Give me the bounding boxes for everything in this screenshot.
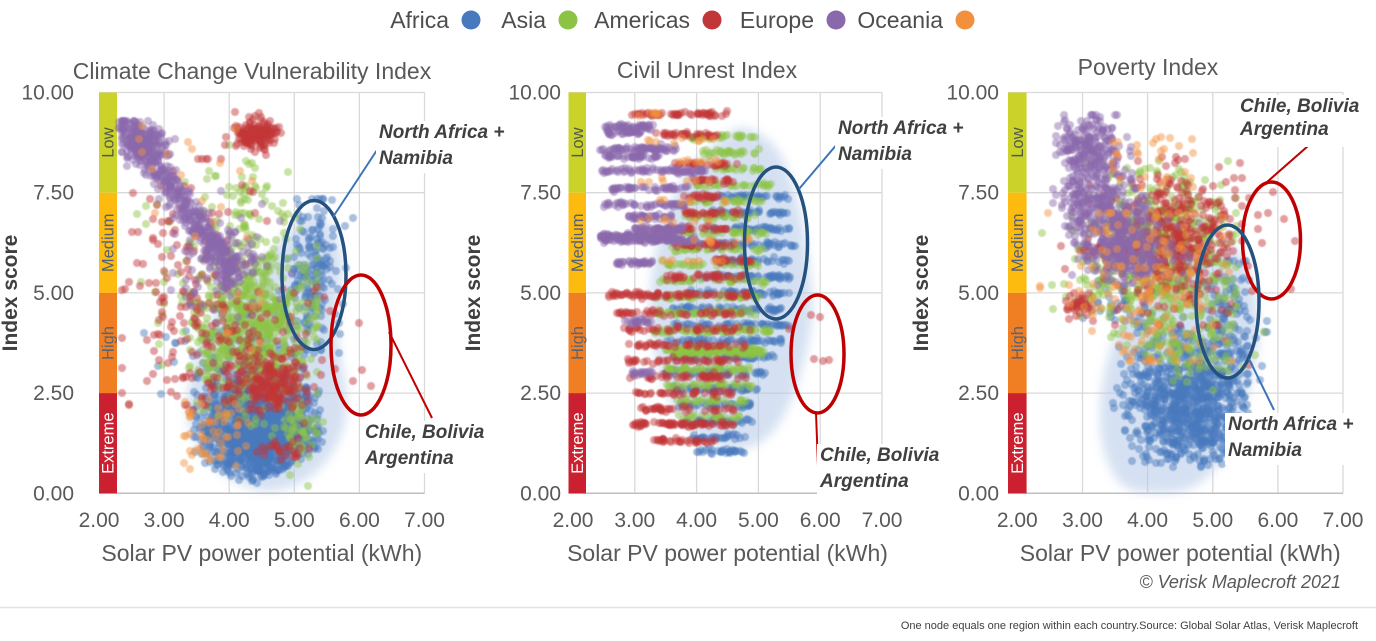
svg-text:Oceania: Oceania — [857, 7, 943, 33]
svg-text:Americas: Americas — [594, 7, 690, 33]
svg-text:Medium: Medium — [1009, 213, 1027, 272]
svg-text:High: High — [1009, 326, 1027, 360]
svg-text:Europe: Europe — [740, 7, 814, 33]
svg-text:Poverty Index: Poverty Index — [1078, 54, 1219, 80]
svg-text:High: High — [569, 326, 587, 360]
svg-text:Africa: Africa — [390, 7, 449, 33]
svg-text:Extreme: Extreme — [100, 412, 118, 473]
svg-text:Medium: Medium — [100, 213, 118, 272]
svg-text:Climate Change Vulnerability I: Climate Change Vulnerability Index — [73, 58, 432, 84]
svg-text:Low: Low — [1009, 127, 1027, 157]
svg-text:Extreme: Extreme — [1009, 412, 1027, 473]
svg-text:High: High — [100, 326, 118, 360]
svg-text:Medium: Medium — [569, 213, 587, 272]
svg-text:Extreme: Extreme — [569, 412, 587, 473]
svg-text:Civil Unrest Index: Civil Unrest Index — [617, 57, 798, 83]
svg-text:Asia: Asia — [501, 7, 546, 33]
svg-text:Low: Low — [569, 127, 587, 157]
svg-text:Low: Low — [100, 127, 118, 157]
